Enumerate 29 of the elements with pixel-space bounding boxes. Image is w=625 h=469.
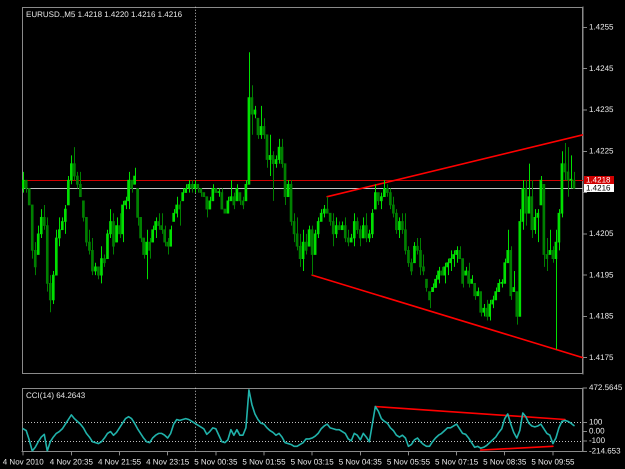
x-tick-label: 4 Nov 20:35 [50, 457, 94, 466]
y-tick-label: 1.4235 [589, 105, 614, 114]
x-tick-label: 5 Nov 04:35 [338, 457, 382, 466]
x-tick-label: 5 Nov 00:35 [194, 457, 238, 466]
x-tick-label: 5 Nov 01:55 [242, 457, 286, 466]
y-tick-label: 472.5645 [589, 383, 623, 392]
y-tick-label: -214.653 [589, 446, 622, 456]
x-tick-label: 4 Nov 21:55 [98, 457, 142, 466]
y-tick-label: 1.4175 [589, 352, 614, 362]
x-tick-label: 5 Nov 03:15 [290, 457, 334, 466]
x-tick-label: 4 Nov 2010 [2, 457, 44, 466]
y-tick-label: 100 [589, 417, 603, 426]
y-tick-label: 1.4195 [589, 270, 614, 280]
x-tick-label: 5 Nov 08:35 [483, 457, 527, 466]
y-tick-label: 1.4185 [589, 312, 614, 321]
chart-title: EURUSD.,M5 1.4218 1.4220 1.4216 1.4216 [26, 10, 183, 20]
ref-line-label: 1.4216 [586, 184, 612, 193]
y-tick-label: 0.00 [589, 426, 606, 436]
x-tick-label: 4 Nov 23:15 [146, 457, 190, 466]
chart-title: CCI(14) 64.2643 [26, 391, 86, 400]
x-tick-label: 5 Nov 05:55 [386, 457, 431, 466]
y-tick-label: 1.4205 [589, 229, 614, 238]
x-tick-label: 5 Nov 09:55 [531, 457, 576, 466]
y-tick-label: -100 [589, 436, 606, 445]
y-tick-label: 1.4225 [589, 146, 614, 156]
y-tick-label: 1.4255 [589, 22, 614, 32]
ref-line-label: 1.4218 [586, 176, 612, 185]
y-tick-label: 1.4245 [589, 64, 614, 73]
x-tick-label: 5 Nov 07:15 [435, 457, 479, 466]
